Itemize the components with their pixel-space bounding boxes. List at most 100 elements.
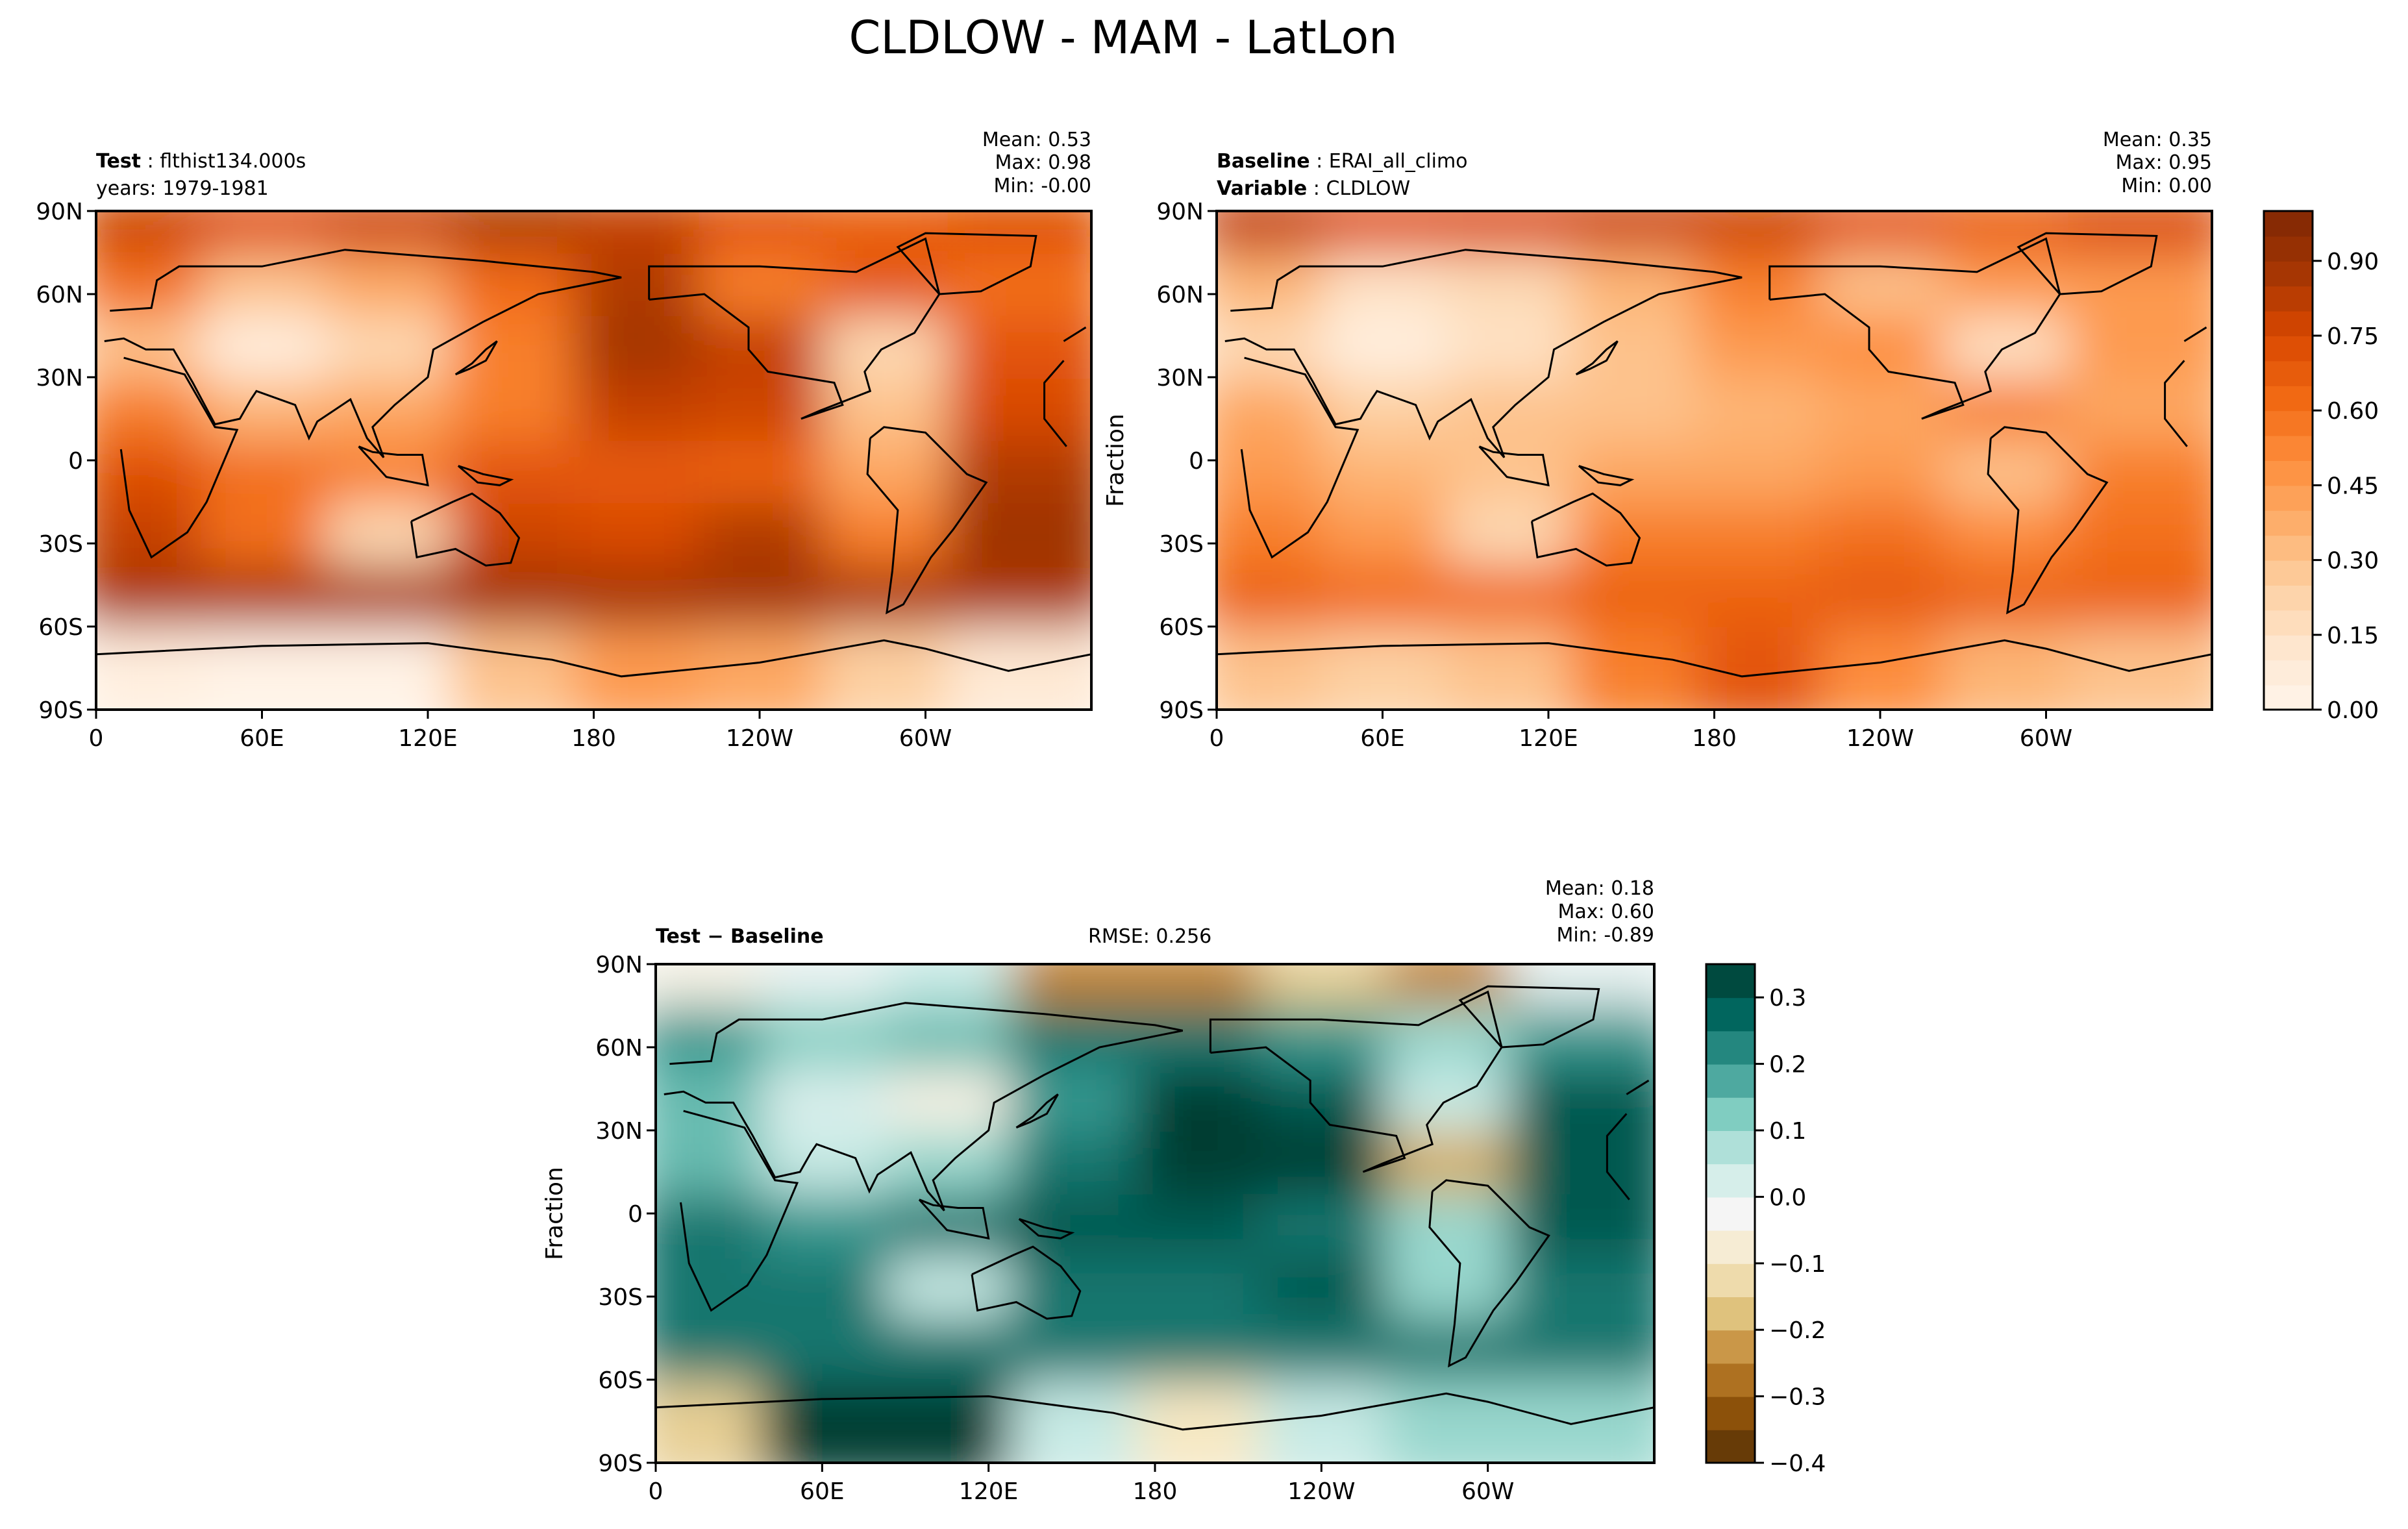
coastline bbox=[656, 1392, 1654, 1431]
colorbar-step bbox=[1706, 1396, 1755, 1430]
colorbar-step bbox=[1706, 1063, 1755, 1098]
colorbar-tick-label: 0.30 bbox=[2327, 548, 2379, 575]
colorbar-step bbox=[2264, 260, 2313, 287]
coastline bbox=[1575, 340, 1619, 376]
colorbar-step bbox=[1706, 1330, 1755, 1364]
coastline bbox=[410, 492, 521, 567]
colorbar-tick-label: 0.90 bbox=[2327, 249, 2379, 275]
colorbar-tick-label: 0.15 bbox=[2327, 623, 2379, 649]
y-tick-label: 30N bbox=[1156, 365, 1204, 392]
colorbar-tick-label: 0.1 bbox=[1769, 1118, 1806, 1145]
x-tick-label: 60W bbox=[2020, 725, 2072, 752]
coastline bbox=[918, 1199, 990, 1240]
coastline bbox=[1478, 445, 1550, 487]
y-tick-label: 60N bbox=[1156, 282, 1204, 308]
figure-title: CLDLOW - MAM - LatLon bbox=[849, 11, 1397, 64]
y-tick-label: 60N bbox=[36, 282, 83, 308]
coastline bbox=[457, 465, 514, 486]
coastline bbox=[664, 1002, 1650, 1212]
colorbar-step bbox=[2264, 286, 2313, 312]
colorbar-step bbox=[2264, 560, 2313, 586]
x-tick-label: 0 bbox=[649, 1478, 664, 1505]
baseline-case-name: ERAI_all_climo bbox=[1329, 150, 1468, 173]
colorbar-step bbox=[2264, 435, 2313, 461]
field-cells bbox=[656, 964, 1654, 1463]
field-cell bbox=[1509, 1381, 1654, 1463]
colorbar-tick-label: −0.4 bbox=[1769, 1450, 1826, 1477]
colorbar-tick-label: 0.2 bbox=[1769, 1052, 1806, 1078]
difference-max: Max: 0.60 bbox=[1558, 901, 1654, 923]
panel-baseline: Baseline : ERAI_all_climo Variable : CLD… bbox=[1102, 129, 2379, 752]
coastline bbox=[454, 340, 498, 376]
colorbar-step bbox=[2264, 585, 2313, 611]
baseline-ylabel: Fraction bbox=[1102, 414, 1129, 507]
y-tick-label: 90N bbox=[595, 952, 643, 978]
y-tick-label: 90S bbox=[598, 1450, 643, 1477]
variable-name: CLDLOW bbox=[1326, 177, 1410, 200]
colorbar-tick-label: 0.0 bbox=[1769, 1184, 1806, 1211]
difference-rmse: RMSE: 0.256 bbox=[1088, 925, 1211, 948]
colorbar-step bbox=[1706, 1230, 1755, 1264]
baseline-label: Baseline bbox=[1217, 150, 1310, 173]
y-tick-label: 90N bbox=[36, 199, 83, 225]
test-years: years: 1979-1981 bbox=[96, 177, 269, 200]
y-tick-label: 0 bbox=[628, 1201, 643, 1228]
y-tick-label: 30S bbox=[38, 531, 83, 558]
difference-map bbox=[656, 964, 1654, 1463]
colorbar-step bbox=[1706, 1297, 1755, 1331]
colorbar-step bbox=[1706, 1429, 1755, 1463]
coastline bbox=[896, 232, 1037, 295]
coastline bbox=[971, 1245, 1082, 1320]
colorbar-step bbox=[2264, 634, 2313, 661]
difference-mean: Mean: 0.18 bbox=[1545, 877, 1654, 900]
difference-min: Min: -0.89 bbox=[1557, 924, 1655, 947]
coastline bbox=[358, 445, 429, 487]
x-tick-label: 60W bbox=[1461, 1478, 1514, 1505]
y-tick-label: 0 bbox=[1189, 448, 1204, 475]
colorbar-step bbox=[1706, 1130, 1755, 1165]
colorbar-step bbox=[2264, 610, 2313, 636]
colorbar-step bbox=[2264, 236, 2313, 262]
colorbar-step bbox=[2264, 485, 2313, 511]
test-axes: 0 60E 120E 180 120W 60W 90N 60N 30N 0 30S 60S 90S bbox=[36, 199, 952, 752]
colorbar-tick-label: 0.60 bbox=[2327, 398, 2379, 425]
colorbar-step bbox=[1706, 1163, 1755, 1198]
x-tick-label: 120W bbox=[1846, 725, 1914, 752]
coastline bbox=[96, 639, 1091, 678]
y-tick-label: 0 bbox=[68, 448, 83, 475]
coastline bbox=[1530, 492, 1641, 567]
field-cell bbox=[947, 628, 1091, 710]
baseline-colorbar: 0.00 0.15 0.30 0.45 0.60 0.75 0.90 bbox=[2263, 210, 2379, 724]
colorbar-step bbox=[2264, 360, 2313, 386]
colorbar-frame bbox=[1705, 963, 1756, 1464]
colorbar-step bbox=[2264, 660, 2313, 686]
y-tick-label: 60N bbox=[595, 1035, 643, 1062]
colorbar-step bbox=[2264, 510, 2313, 536]
x-tick-label: 180 bbox=[1133, 1478, 1178, 1505]
y-tick-label: 30N bbox=[36, 365, 83, 392]
coastline bbox=[1240, 356, 2188, 559]
y-tick-label: 90S bbox=[1159, 697, 1204, 724]
colorbar-step bbox=[2264, 385, 2313, 412]
y-tick-label: 30N bbox=[595, 1118, 643, 1145]
coastline bbox=[1217, 639, 2212, 678]
coastline bbox=[1769, 237, 2061, 420]
colorbar-step bbox=[2264, 684, 2313, 710]
colorbar-tick-label: −0.1 bbox=[1769, 1251, 1826, 1278]
colorbar-tick-label: −0.2 bbox=[1769, 1317, 1826, 1344]
coastline bbox=[1458, 985, 1600, 1049]
y-tick-label: 60S bbox=[38, 614, 83, 641]
x-tick-label: 120E bbox=[1519, 725, 1578, 752]
x-tick-label: 120W bbox=[726, 725, 793, 752]
difference-label: Test − Baseline bbox=[656, 925, 824, 948]
coastline bbox=[1015, 1093, 1059, 1129]
colorbar-step bbox=[2264, 310, 2313, 336]
x-tick-label: 120E bbox=[959, 1478, 1018, 1505]
difference-colorbar: 0.3 0.2 0.1 0.0 −0.1 −0.2 −0.3 −0.4 bbox=[1705, 963, 1826, 1477]
field-cells bbox=[1217, 211, 2212, 710]
coastline bbox=[648, 237, 941, 420]
coastline bbox=[1224, 249, 2207, 458]
x-tick-label: 0 bbox=[89, 725, 104, 752]
x-tick-label: 60E bbox=[240, 725, 284, 752]
colorbar-step bbox=[1706, 1263, 1755, 1297]
